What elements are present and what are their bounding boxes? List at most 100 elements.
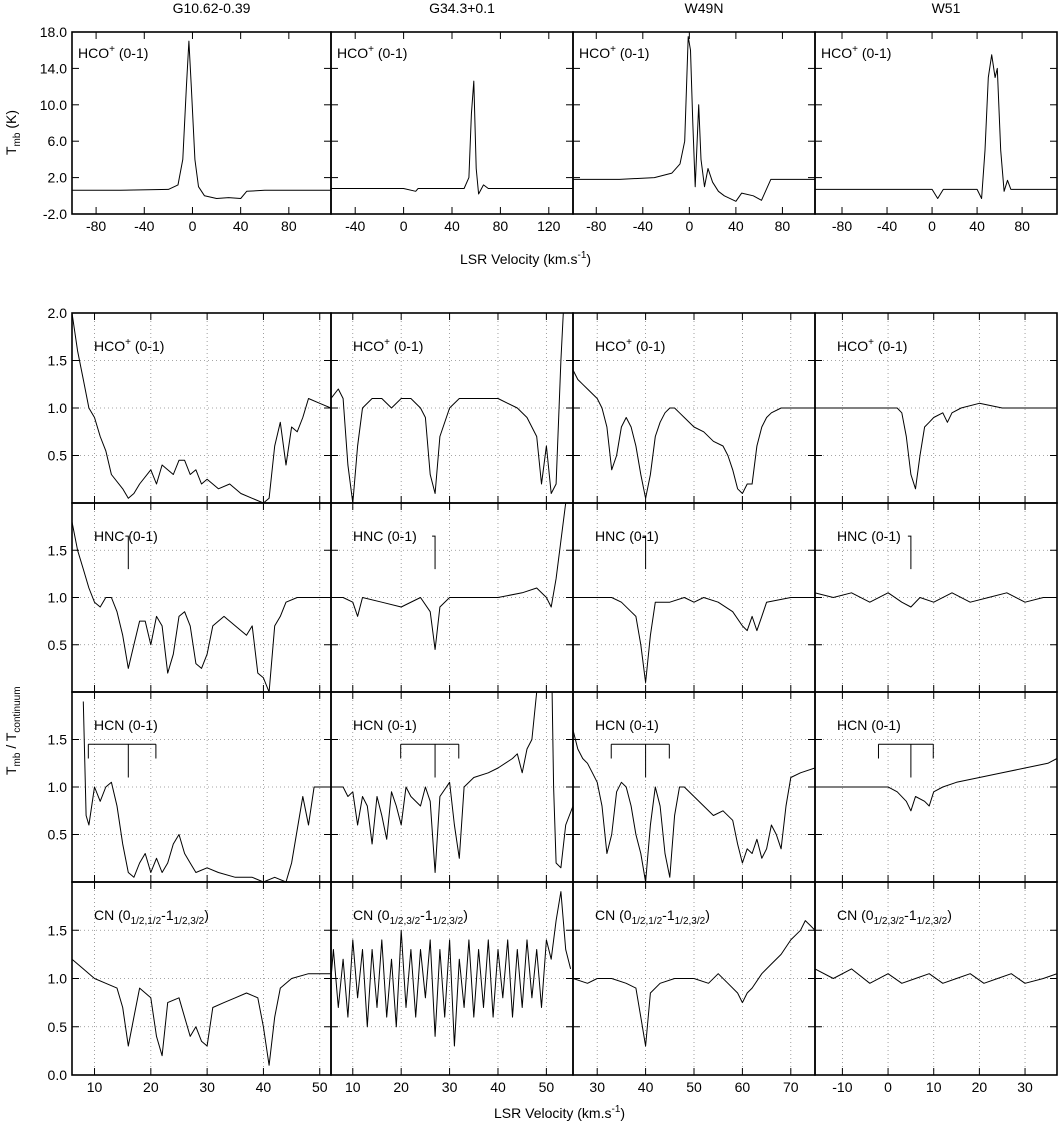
- x-tick-label: 20: [972, 1079, 988, 1095]
- spectrum-line: [331, 891, 572, 1047]
- column-title: G34.3+0.1: [429, 0, 495, 16]
- panel-label: HCO+ (0-1): [94, 337, 164, 354]
- x-axis-label: LSR Velocity (km.s-1): [494, 1104, 625, 1121]
- label-part: CN (0: [595, 907, 632, 923]
- spectrum-line: [72, 521, 331, 692]
- label-part: +: [610, 44, 616, 55]
- label-part: HCO: [837, 338, 868, 354]
- label-part: (0-1): [632, 338, 665, 354]
- x-tick-label: 80: [281, 218, 297, 234]
- label-part: HCO: [337, 45, 368, 61]
- label-part: -1: [420, 907, 433, 923]
- label-part: 1/2,1/2: [131, 916, 162, 927]
- hyperfine-marker: [642, 535, 647, 570]
- y-tick-label: 1.5: [48, 542, 68, 558]
- label-part: HNC (0-1): [595, 528, 659, 544]
- label-part: (0-1): [874, 338, 907, 354]
- label-part: (0-1): [858, 45, 891, 61]
- label-part: +: [868, 337, 874, 348]
- label-part: CN (0: [94, 907, 131, 923]
- x-tick-label: 80: [1014, 218, 1030, 234]
- spectrum-line: [815, 592, 1057, 608]
- x-tick-label: 40: [233, 218, 249, 234]
- label-part: ): [204, 907, 209, 923]
- spectrum-line: [331, 692, 573, 873]
- y-tick-label: 0.5: [48, 827, 68, 843]
- y-tick-label: 1.0: [48, 400, 68, 416]
- spectrum-line: [573, 369, 815, 499]
- panel-label: HNC (0-1): [353, 528, 417, 544]
- label-part: CN (0: [837, 907, 874, 923]
- spectrum-line: [815, 402, 1057, 490]
- panel-label: HCN (0-1): [595, 717, 659, 733]
- panel-label: HNC (0-1): [595, 528, 659, 544]
- panel-label: CN (01/2,1/2-11/2,3/2): [595, 907, 710, 927]
- label-part: HCO: [579, 45, 610, 61]
- label-part: 1/2,3/2: [874, 916, 905, 927]
- x-tick-label: 20: [143, 1079, 159, 1095]
- label-part: 1/2,3/2: [433, 916, 464, 927]
- label-part: HCO: [78, 45, 109, 61]
- spectrum-line: [573, 920, 815, 1047]
- label-part: / T: [3, 732, 19, 752]
- spectrum-line: [82, 701, 331, 882]
- panel-label: HCO+ (0-1): [579, 44, 649, 61]
- y-tick-label: 10.0: [40, 97, 67, 113]
- label-part: ): [463, 907, 468, 923]
- label-part: continuum: [12, 686, 23, 732]
- x-tick-label: 40: [638, 1079, 654, 1095]
- x-tick-label: 70: [783, 1079, 799, 1095]
- x-tick-label: 0: [884, 1079, 892, 1095]
- x-tick-label: 50: [686, 1079, 702, 1095]
- label-part: 1/2,1/2: [632, 916, 663, 927]
- x-tick-label: 10: [87, 1079, 103, 1095]
- x-tick-label: 120: [537, 218, 561, 234]
- y-tick-label: 1.0: [48, 590, 68, 606]
- label-part: +: [626, 337, 632, 348]
- x-tick-label: 80: [493, 218, 509, 234]
- x-tick-label: 0: [189, 218, 197, 234]
- x-tick-label: -40: [134, 218, 154, 234]
- panel-label: HCO+ (0-1): [595, 337, 665, 354]
- x-tick-label: 60: [735, 1079, 751, 1095]
- column-title: G10.62-0.39: [173, 0, 251, 16]
- x-tick-label: -40: [345, 218, 365, 234]
- y-tick-label: 2.0: [48, 305, 68, 321]
- panel-label: HCN (0-1): [94, 717, 158, 733]
- x-tick-label: -40: [633, 218, 653, 234]
- x-tick-label: 10: [926, 1079, 942, 1095]
- label-part: HCN (0-1): [837, 717, 901, 733]
- x-tick-label: 30: [199, 1079, 215, 1095]
- label-part: -1: [662, 907, 675, 923]
- x-tick-label: 40: [728, 218, 744, 234]
- label-part: +: [384, 337, 390, 348]
- label-part: mb: [12, 132, 23, 146]
- panel-label: HCO+ (0-1): [337, 44, 407, 61]
- y-tick-label: 1.0: [48, 971, 68, 987]
- label-part: LSR Velocity (km.s: [494, 1105, 611, 1121]
- y-tick-label: 0.5: [48, 1019, 68, 1035]
- y-tick-label: -2.0: [43, 206, 67, 222]
- panel-label: CN (01/2,1/2-11/2,3/2): [94, 907, 209, 927]
- label-part: -1: [161, 907, 174, 923]
- label-part: ): [947, 907, 952, 923]
- label-part: +: [109, 44, 115, 55]
- label-part: HNC (0-1): [94, 528, 158, 544]
- spectrum-line: [573, 36, 815, 202]
- x-tick-label: 0: [685, 218, 693, 234]
- label-part: 1/2,3/2: [675, 916, 706, 927]
- x-tick-label: 50: [539, 1079, 555, 1095]
- x-tick-label: -80: [586, 218, 606, 234]
- panel-label: HNC (0-1): [837, 528, 901, 544]
- spectrum-line: [573, 597, 815, 683]
- x-tick-label: 30: [442, 1079, 458, 1095]
- label-part: HCO: [595, 338, 626, 354]
- x-tick-label: 80: [775, 218, 791, 234]
- label-part: +: [125, 337, 131, 348]
- spectrum-line: [573, 729, 815, 882]
- x-tick-label: 10: [345, 1079, 361, 1095]
- spectrum-line: [815, 968, 1057, 984]
- spectrum-line: [331, 503, 567, 650]
- label-part: mb: [12, 752, 23, 766]
